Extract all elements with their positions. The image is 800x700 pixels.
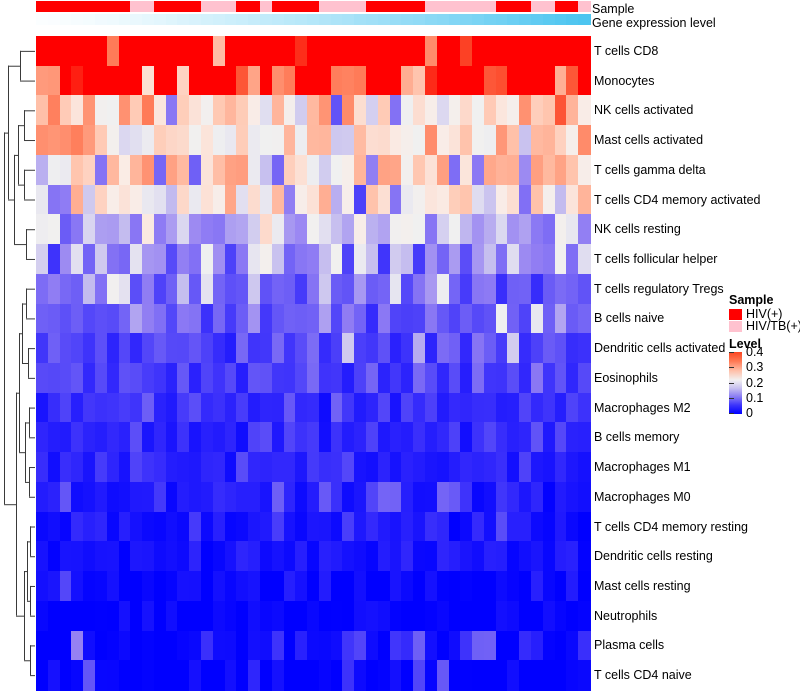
row-label: Dendritic cells resting bbox=[594, 549, 713, 564]
row-label: Eosinophils bbox=[594, 370, 658, 385]
row-label: T cells gamma delta bbox=[594, 162, 706, 177]
legend-item-hiv-label: HIV(+) bbox=[746, 307, 783, 321]
level-colorbar-gradient bbox=[729, 352, 742, 414]
row-label: NK cells resting bbox=[594, 222, 681, 237]
row-label: T cells CD4 naive bbox=[594, 668, 692, 683]
legend-item-hivtb: HIV/TB(+) bbox=[729, 319, 800, 333]
row-label: Mast cells activated bbox=[594, 133, 704, 148]
level-colorbar-tick-labels: 0.4 0.3 0.2 0.1 0 bbox=[746, 346, 786, 420]
row-label: NK cells activated bbox=[594, 103, 694, 118]
row-label: T cells regulatory Tregs bbox=[594, 281, 724, 296]
row-label: T cells CD8 bbox=[594, 43, 659, 58]
level-colorbar: 0.4 0.3 0.2 0.1 0 bbox=[729, 346, 799, 420]
colorbar-tick-mark bbox=[729, 413, 734, 414]
level-legend-title: Level bbox=[729, 337, 761, 351]
row-label: Macrophages M1 bbox=[594, 460, 691, 475]
hiv-color-swatch bbox=[729, 308, 742, 320]
colorbar-tick-label: 0 bbox=[746, 406, 753, 420]
colorbar-tick-label: 0.4 bbox=[746, 345, 764, 359]
row-label: B cells memory bbox=[594, 430, 680, 445]
gene-expression-annotation-label: Gene expression level bbox=[592, 16, 716, 30]
sample-legend-title: Sample bbox=[729, 293, 774, 307]
colorbar-tick-label: 0.1 bbox=[746, 390, 764, 405]
row-label: Macrophages M2 bbox=[594, 400, 691, 415]
row-label: Mast cells resting bbox=[594, 578, 691, 593]
row-label: Dendritic cells activated bbox=[594, 341, 726, 356]
colorbar-tick-mark bbox=[729, 352, 734, 353]
colorbar-tick-mark bbox=[729, 382, 734, 384]
legend-panel: Sample HIV(+) HIV/TB(+) Level 0.4 0.3 0.2 0… bbox=[729, 293, 800, 420]
row-label: T cells CD4 memory activated bbox=[594, 192, 761, 207]
row-label: T cells CD4 memory resting bbox=[594, 519, 748, 534]
row-label: Neutrophils bbox=[594, 608, 658, 623]
colorbar-tick-label: 0.2 bbox=[746, 375, 764, 390]
legend-item-hivtb-label: HIV/TB(+) bbox=[746, 319, 800, 333]
hivtb-color-swatch bbox=[729, 320, 742, 332]
legend-item-hiv: HIV(+) bbox=[729, 308, 799, 320]
colorbar-tick-mark bbox=[729, 367, 734, 369]
colorbar-tick-mark bbox=[729, 397, 734, 399]
row-label: Monocytes bbox=[594, 73, 655, 88]
sample-annotation-label: Sample bbox=[592, 2, 635, 16]
row-label: Macrophages M0 bbox=[594, 489, 691, 504]
colorbar-tick-label: 0.3 bbox=[746, 360, 764, 375]
row-label: B cells naive bbox=[594, 311, 665, 326]
row-label: T cells follicular helper bbox=[594, 251, 718, 266]
row-label: Plasma cells bbox=[594, 638, 665, 653]
